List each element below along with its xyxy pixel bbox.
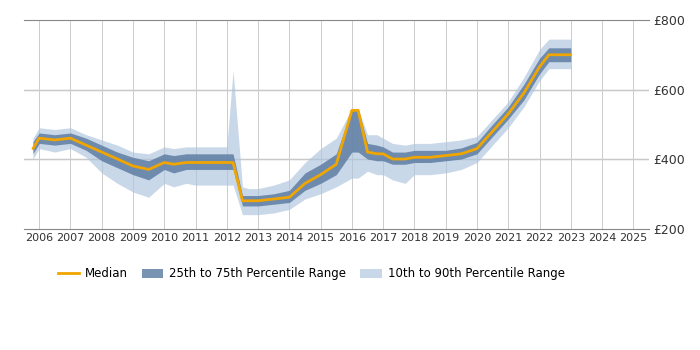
Legend: Median, 25th to 75th Percentile Range, 10th to 90th Percentile Range: Median, 25th to 75th Percentile Range, 1… [53, 263, 569, 285]
